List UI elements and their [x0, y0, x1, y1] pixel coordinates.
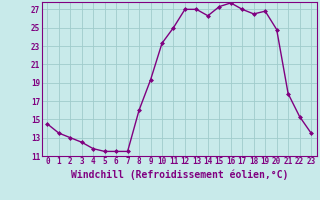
X-axis label: Windchill (Refroidissement éolien,°C): Windchill (Refroidissement éolien,°C)	[70, 169, 288, 180]
